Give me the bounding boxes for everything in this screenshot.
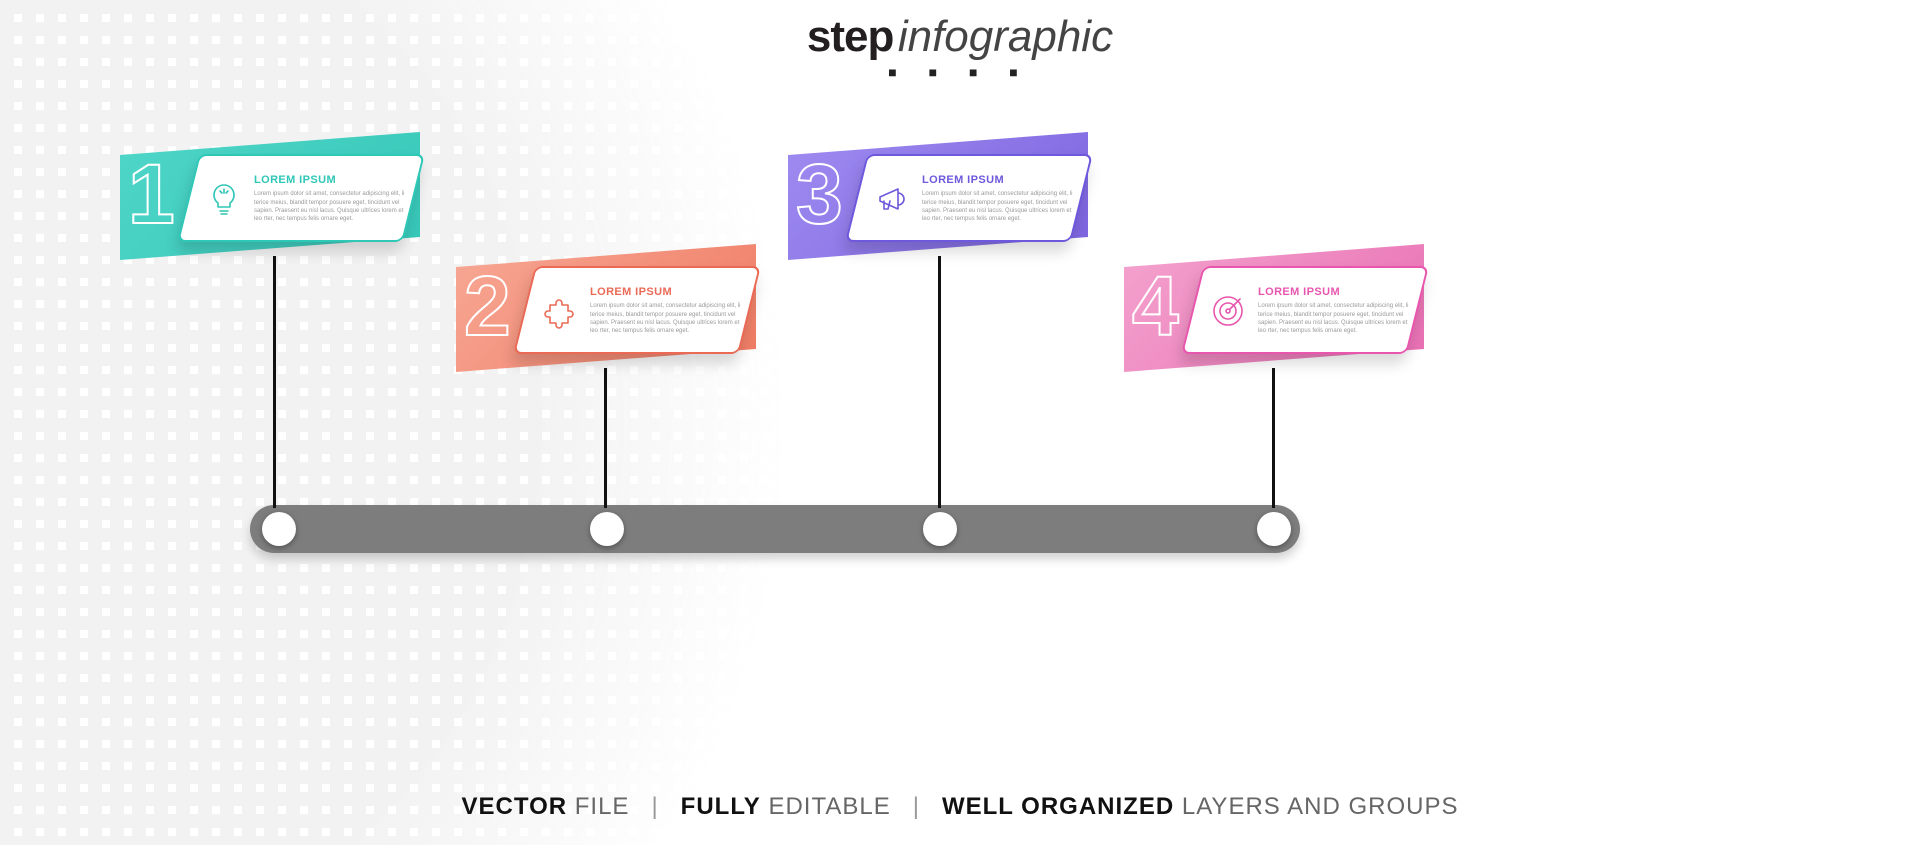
lightbulb-icon [206,181,242,217]
step-body-2: Lorem ipsum dolor sit amet, consectetur … [590,302,742,336]
step-card-1: 1 LOREM IPSUM Lorem ipsum dolor sit amet, … [120,132,420,260]
puzzle-icon [542,293,578,329]
step-card-3: 3 LOREM IPSUM Lorem ipsum dolor sit amet, … [788,132,1088,260]
megaphone-icon [874,181,910,217]
step-content-1: LOREM IPSUM Lorem ipsum dolor sit amet, c… [206,160,406,238]
step-number-2: 2 [464,258,507,355]
step-card-2: 2 LOREM IPSUM Lorem ipsum dolor sit amet, … [456,244,756,372]
footer-thin-2: LAYERS AND GROUPS [1174,793,1458,820]
page-title: step infographic [0,12,1920,62]
footer-thin-1: EDITABLE [761,793,891,820]
step-heading-3: LOREM IPSUM [922,174,1074,186]
stem-3 [938,256,941,508]
stem-1 [273,256,276,508]
step-body-1: Lorem ipsum dolor sit amet, consectetur … [254,190,406,224]
footer-separator: | [913,793,920,821]
footer-separator: | [651,793,658,821]
infographic-stage: step infographic ■ ■ ■ ■ 1 LOREM IPSUM Lor… [0,0,1920,845]
step-text-3: LOREM IPSUM Lorem ipsum dolor sit amet, c… [922,174,1074,224]
title-dots: ■ ■ ■ ■ [0,64,1920,80]
timeline-node-3 [923,512,957,546]
title-bold: step [807,12,893,61]
footer-bold-1: FULLY [681,793,761,820]
footer-thin-0: FILE [567,793,629,820]
stem-4 [1272,368,1275,508]
timeline-node-1 [262,512,296,546]
step-body-3: Lorem ipsum dolor sit amet, consectetur … [922,190,1074,224]
step-text-2: LOREM IPSUM Lorem ipsum dolor sit amet, c… [590,286,742,336]
timeline-node-2 [590,512,624,546]
target-icon [1210,293,1246,329]
step-number-3: 3 [796,146,839,243]
step-text-1: LOREM IPSUM Lorem ipsum dolor sit amet, c… [254,174,406,224]
footer-bold-2: WELL ORGANIZED [942,793,1174,820]
timeline-bar [250,505,1300,553]
step-content-4: LOREM IPSUM Lorem ipsum dolor sit amet, c… [1210,272,1410,350]
timeline-node-4 [1257,512,1291,546]
title-thin: infographic [898,12,1113,61]
step-content-3: LOREM IPSUM Lorem ipsum dolor sit amet, c… [874,160,1074,238]
step-text-4: LOREM IPSUM Lorem ipsum dolor sit amet, c… [1258,286,1410,336]
step-number-4: 4 [1132,258,1175,355]
step-number-1: 1 [128,146,171,243]
step-heading-2: LOREM IPSUM [590,286,742,298]
step-heading-4: LOREM IPSUM [1258,286,1410,298]
stem-2 [604,368,607,508]
step-card-4: 4 LOREM IPSUM Lorem ipsum dolor sit amet, … [1124,244,1424,372]
footer-tagline: VECTOR FILE | FULLY EDITABLE | WELL ORGANIZE… [0,793,1920,821]
step-content-2: LOREM IPSUM Lorem ipsum dolor sit amet, c… [542,272,742,350]
step-body-4: Lorem ipsum dolor sit amet, consectetur … [1258,302,1410,336]
step-heading-1: LOREM IPSUM [254,174,406,186]
footer-bold-0: VECTOR [462,793,568,820]
